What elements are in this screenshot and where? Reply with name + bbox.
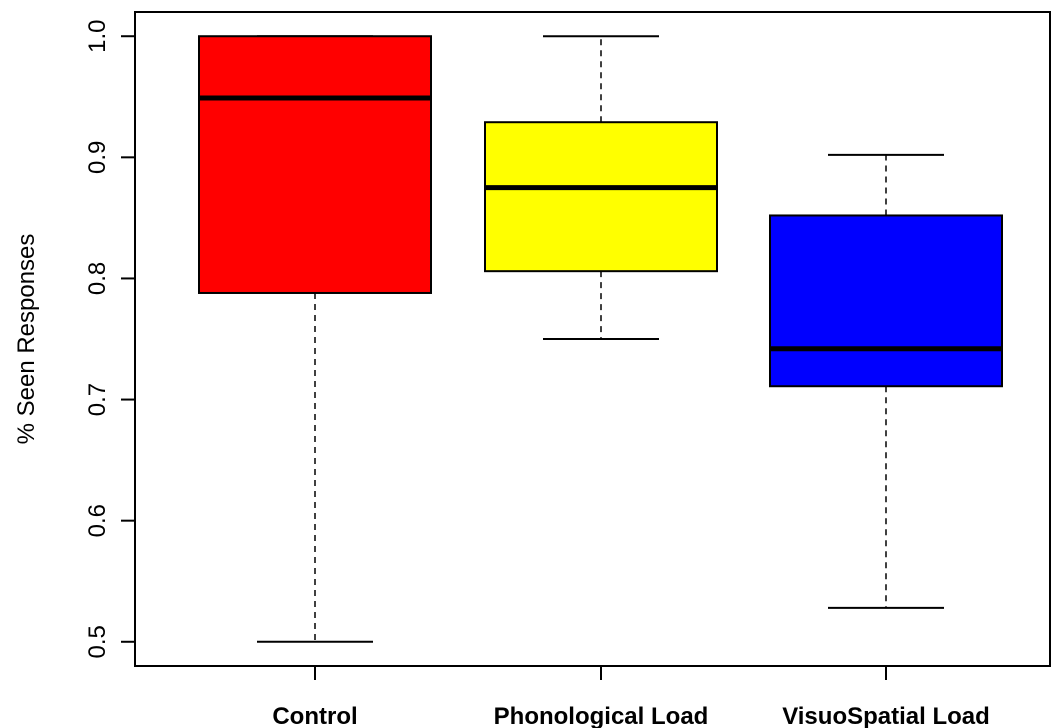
box-iqr	[484, 121, 718, 273]
y-tick-label: 0.7	[84, 383, 111, 416]
box-control	[198, 35, 432, 643]
x-tick-label: Control	[272, 703, 357, 728]
y-tick-label: 0.5	[84, 625, 111, 658]
y-axis: 0.5 0.6 0.7 0.8 0.9 1.0	[84, 20, 135, 658]
x-tick-label: Phonological Load	[494, 703, 709, 728]
box-series	[198, 35, 1003, 643]
y-axis-title: % Seen Responses	[13, 234, 40, 445]
plot-frame	[134, 11, 1051, 667]
y-tick-label: 0.6	[84, 504, 111, 537]
x-tick-label: VisuoSpatial Load	[782, 703, 990, 728]
box-phonological-load	[484, 35, 718, 340]
y-tick-label: 0.8	[84, 262, 111, 295]
y-tick-label: 1.0	[84, 20, 111, 53]
box-iqr	[198, 35, 432, 294]
box-visuospatial-load	[769, 153, 1003, 609]
y-tick-label: 0.9	[84, 141, 111, 174]
box-iqr	[769, 214, 1003, 388]
x-axis: Control Phonological Load VisuoSpatial Loa…	[272, 666, 990, 728]
